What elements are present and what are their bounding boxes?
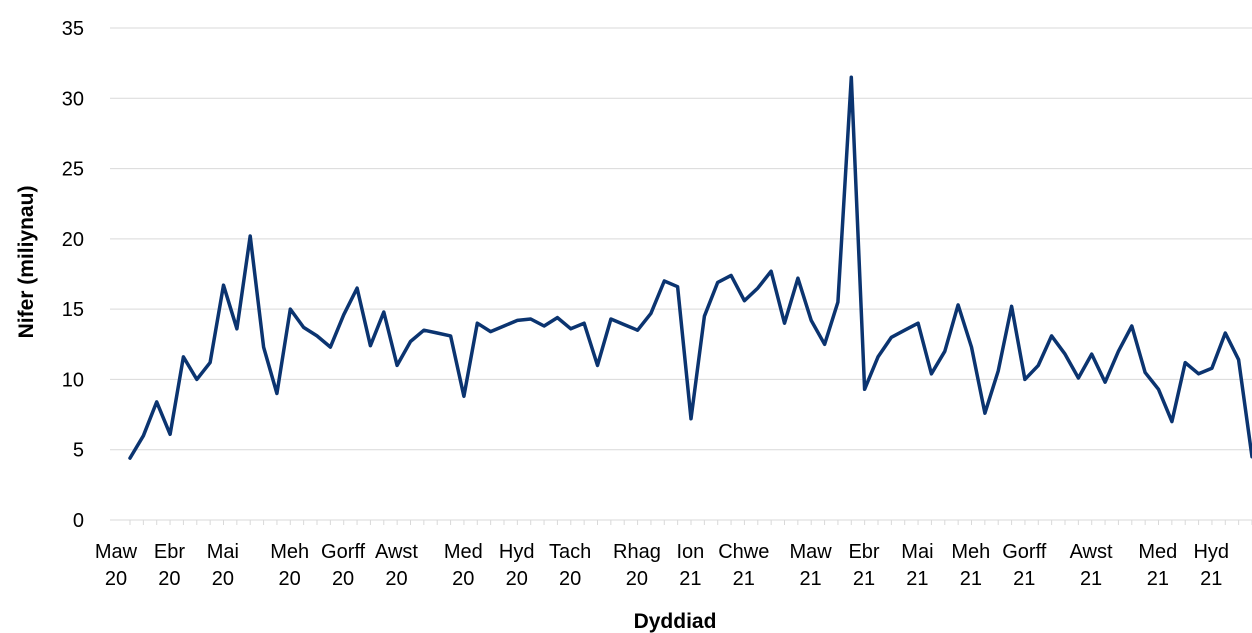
x-tick-label: Maw 21 (789, 541, 832, 590)
y-tick-label: 30 (62, 88, 84, 110)
x-tick-label: Awst 20 (375, 541, 418, 590)
x-tick-label: Ebr 20 (154, 541, 185, 590)
x-tick-label: Rhag 20 (613, 541, 661, 590)
gridlines (110, 27, 1252, 451)
x-tick-label: Meh 20 (270, 541, 309, 590)
series-line (128, 75, 1252, 460)
y-tick-label: 0 (73, 510, 84, 532)
x-tick-label: Med 20 (444, 541, 483, 590)
x-tick-label: Tach 20 (549, 541, 591, 590)
x-tick-label: Ion 21 (676, 541, 704, 590)
x-tick-label: Chwe 21 (718, 541, 769, 590)
y-axis-tick-labels: 0 5 10 15 20 25 30 35 (62, 18, 84, 532)
y-tick-label: 15 (62, 299, 84, 321)
x-tick-label: Maw 20 (95, 541, 138, 590)
series-layer (128, 75, 1252, 460)
y-tick-label: 20 (62, 229, 84, 251)
x-tick-label: Hyd 20 (499, 541, 535, 590)
y-tick-label: 5 (73, 440, 84, 462)
x-tick-label: Gorff 21 (1002, 541, 1047, 590)
x-tick-label: Ebr 21 (848, 541, 879, 590)
x-tick-label: Med 21 (1138, 541, 1177, 590)
y-axis-title: Nifer (miliynau) (15, 186, 38, 339)
x-tick-label: Awst 21 (1070, 541, 1113, 590)
x-tick-label: Hyd 21 (1193, 541, 1229, 590)
y-tick-label: 10 (62, 369, 84, 391)
x-axis (110, 519, 1252, 525)
x-tick-label: Gorff 20 (321, 541, 366, 590)
y-tick-label: 35 (62, 18, 84, 40)
y-tick-label: 25 (62, 159, 84, 181)
x-tick-label: Mai 21 (901, 541, 933, 590)
x-tick-label: Meh 21 (951, 541, 990, 590)
x-tick-label: Mai 20 (207, 541, 239, 590)
x-axis-title: Dyddiad (634, 610, 717, 633)
